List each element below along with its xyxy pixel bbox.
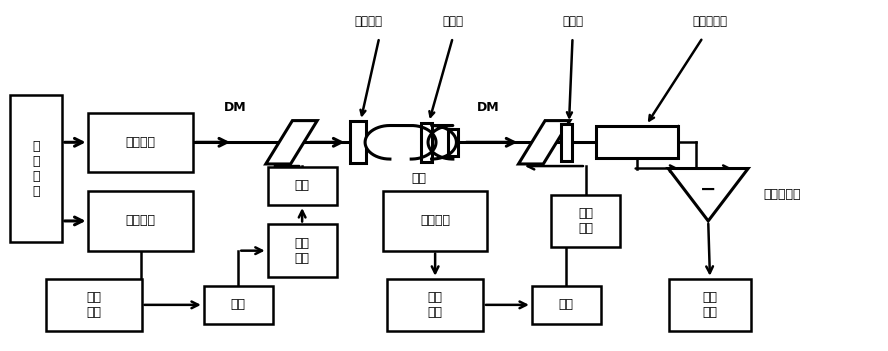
FancyBboxPatch shape [350,121,366,163]
Text: 滤波: 滤波 [231,298,246,311]
Text: 显微物镜: 显微物镜 [354,15,383,28]
Text: DM: DM [225,101,247,114]
Text: 差分放大器: 差分放大器 [763,188,801,201]
Polygon shape [428,126,456,159]
Text: 延时: 延时 [295,179,310,192]
FancyBboxPatch shape [267,224,337,277]
FancyBboxPatch shape [551,195,621,247]
Text: 脉冲
压缩: 脉冲 压缩 [578,207,593,235]
FancyBboxPatch shape [670,279,750,331]
FancyBboxPatch shape [387,279,483,331]
FancyBboxPatch shape [421,123,432,161]
FancyBboxPatch shape [46,279,142,331]
Text: 数据
采集: 数据 采集 [702,291,718,319]
FancyBboxPatch shape [203,286,273,324]
Polygon shape [519,121,570,164]
Text: 掺铒光梳: 掺铒光梳 [126,214,155,227]
Polygon shape [669,168,748,221]
Text: 参考光梳: 参考光梳 [420,214,450,227]
FancyBboxPatch shape [383,191,488,251]
Text: 同
步
控
制: 同 步 控 制 [32,139,40,198]
FancyBboxPatch shape [448,129,458,156]
Polygon shape [365,126,436,159]
Text: DM: DM [477,101,500,114]
FancyBboxPatch shape [89,191,193,251]
Text: 滤波: 滤波 [559,298,574,311]
FancyBboxPatch shape [532,286,601,324]
FancyBboxPatch shape [89,113,193,172]
Text: −: − [700,180,717,199]
FancyBboxPatch shape [597,126,678,158]
Text: 频谱
展宽: 频谱 展宽 [428,291,442,319]
Polygon shape [266,121,317,164]
FancyBboxPatch shape [267,167,337,205]
Text: 频谱
展宽: 频谱 展宽 [86,291,101,319]
Text: 脉冲
压缩: 脉冲 压缩 [295,237,310,265]
Text: 样品: 样品 [412,172,426,185]
FancyBboxPatch shape [11,95,62,242]
Text: 掺镱光梳: 掺镱光梳 [126,136,155,149]
Text: 滤光片: 滤光片 [442,15,464,28]
FancyBboxPatch shape [561,124,572,161]
Text: 半波片: 半波片 [562,15,583,28]
Text: 偏振分束器: 偏振分束器 [693,15,727,28]
